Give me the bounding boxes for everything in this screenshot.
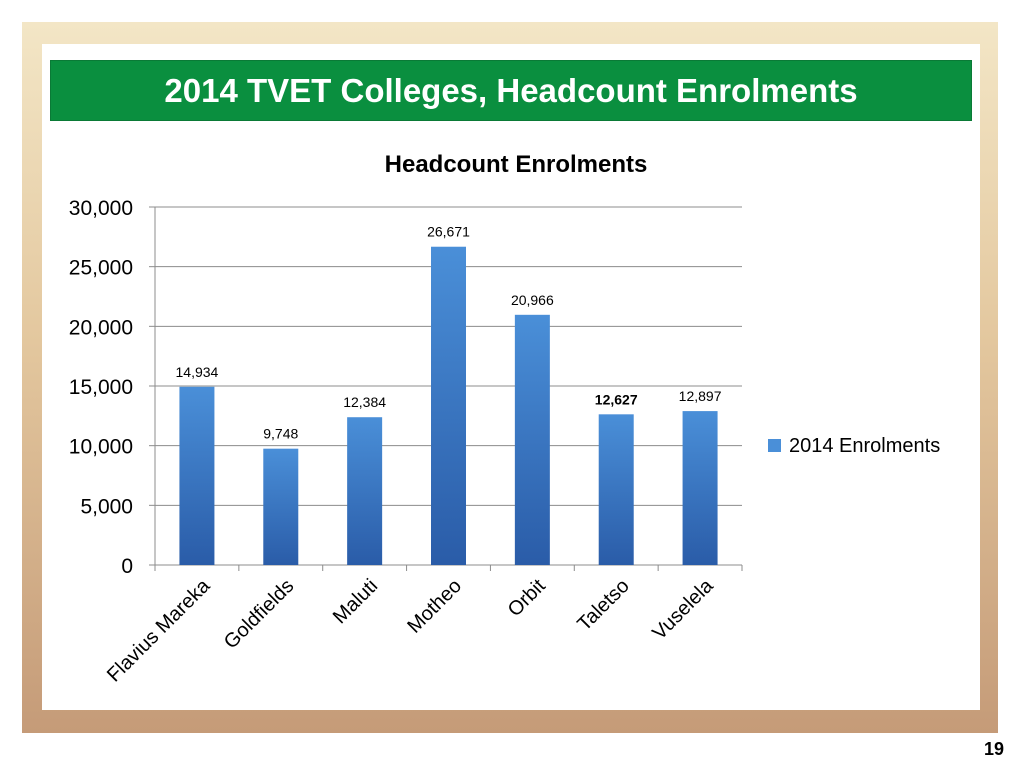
x-tick-label: Maluti <box>329 575 382 628</box>
bar <box>263 448 299 565</box>
data-label: 12,897 <box>679 388 722 404</box>
slide-title: 2014 TVET Colleges, Headcount Enrolments <box>50 60 972 121</box>
y-tick-label: 30,000 <box>69 197 133 220</box>
x-tick-label: Orbit <box>504 575 551 622</box>
y-tick-label: 20,000 <box>69 316 133 339</box>
bar <box>682 411 718 565</box>
chart-title: Headcount Enrolments <box>385 151 648 178</box>
legend-label: 2014 Enrolments <box>789 435 940 457</box>
bar <box>179 386 215 565</box>
x-tick-label: Motheo <box>403 575 466 638</box>
slide-panel <box>42 44 980 710</box>
data-label: 12,384 <box>343 394 386 410</box>
bar <box>347 417 383 565</box>
data-label: 26,671 <box>427 224 470 240</box>
data-label: 9,748 <box>263 426 298 442</box>
y-tick-label: 15,000 <box>69 376 133 399</box>
y-tick-label: 10,000 <box>69 436 133 459</box>
bar <box>514 314 550 565</box>
bar <box>598 414 634 565</box>
y-tick-label: 0 <box>121 555 133 578</box>
x-tick-label: Vuselela <box>648 574 718 644</box>
x-tick-label: Goldfields <box>220 575 298 653</box>
data-label: 12,627 <box>595 391 638 407</box>
y-tick-label: 5,000 <box>80 495 133 518</box>
page-number: 19 <box>983 739 1004 759</box>
y-tick-label: 25,000 <box>69 257 133 280</box>
legend-swatch <box>768 439 781 452</box>
data-label: 20,966 <box>511 292 554 308</box>
x-tick-label: Taletso <box>573 575 633 635</box>
bar <box>431 246 466 565</box>
x-tick-label: Flavius Mareka <box>103 574 215 686</box>
data-label: 14,934 <box>176 364 219 380</box>
